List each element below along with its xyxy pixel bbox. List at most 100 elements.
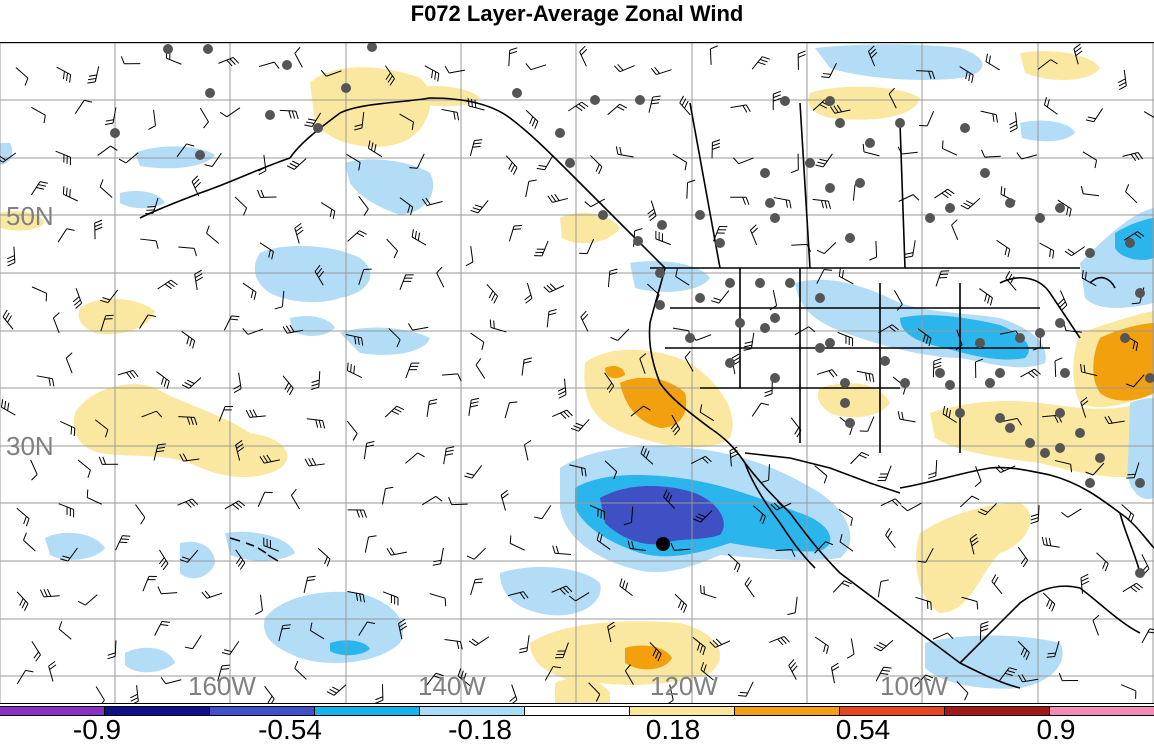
- colorbar-segment: [315, 707, 420, 715]
- wind-barb: [919, 111, 933, 126]
- station-dot: [770, 213, 780, 223]
- station-dot: [925, 213, 935, 223]
- wind-barb: [234, 373, 241, 393]
- station-dot: [1125, 238, 1135, 248]
- station-dot: [945, 380, 955, 390]
- station-dot: [840, 398, 850, 408]
- wind-barb: [304, 576, 316, 593]
- wind-barb: [95, 220, 103, 239]
- wind-barb: [412, 229, 426, 245]
- wind-barb: [608, 269, 617, 287]
- wind-barb: [733, 158, 753, 164]
- wind-barb: [311, 371, 320, 389]
- station-dot: [895, 118, 905, 128]
- map-panel[interactable]: 50N 30N 160W 140W 120W 100W: [0, 42, 1154, 704]
- station-dot: [1055, 443, 1065, 453]
- wind-barb: [773, 91, 781, 110]
- station-dot: [835, 118, 845, 128]
- wind-barb: [568, 102, 588, 111]
- wind-barb: [1122, 152, 1142, 160]
- wind-barb: [877, 466, 891, 481]
- wind-barb: [159, 550, 168, 570]
- wind-barb: [620, 578, 633, 595]
- wind-barb: [445, 640, 463, 650]
- station-dot: [695, 293, 705, 303]
- station-dot: [1005, 423, 1015, 433]
- wind-barb: [710, 46, 717, 65]
- station-dot: [770, 373, 780, 383]
- wind-barb: [961, 198, 980, 209]
- wind-barb: [934, 189, 954, 198]
- wind-barb: [200, 108, 208, 128]
- wind-map[interactable]: [0, 43, 1154, 704]
- wind-barb: [3, 310, 13, 329]
- wind-barb: [817, 370, 837, 377]
- colorbar-label: 0.54: [836, 714, 891, 746]
- wind-barb: [1006, 271, 1016, 290]
- wind-barb: [648, 201, 656, 221]
- station-dot: [1035, 213, 1045, 223]
- wind-barb: [506, 156, 517, 175]
- wind-barb: [524, 440, 531, 460]
- station-dot: [633, 236, 643, 246]
- wind-barb: [791, 244, 810, 251]
- station-dot: [1120, 333, 1130, 343]
- wind-barb: [817, 243, 836, 254]
- wind-barb: [745, 577, 754, 597]
- wind-barb: [63, 186, 77, 201]
- wind-barb: [769, 636, 789, 645]
- station-dot: [715, 238, 725, 248]
- wind-barb: [387, 239, 398, 258]
- wind-barb: [23, 533, 35, 551]
- station-dot: [1075, 428, 1085, 438]
- station-dot: [945, 203, 955, 213]
- wind-barb: [348, 231, 367, 242]
- selected-location-marker[interactable]: [656, 537, 670, 551]
- wind-barb: [798, 51, 805, 70]
- station-dot: [765, 198, 775, 208]
- wind-barb: [501, 490, 508, 510]
- wind-barb: [680, 96, 691, 115]
- wind-barb: [422, 496, 442, 504]
- wind-barb: [656, 231, 671, 245]
- station-dot: [655, 268, 665, 278]
- wind-barb: [1043, 593, 1055, 611]
- wind-barb: [526, 180, 537, 197]
- wind-barb: [53, 313, 59, 333]
- wind-barb: [1061, 509, 1081, 517]
- wind-barb: [1142, 629, 1154, 643]
- wind-barb: [1123, 583, 1143, 592]
- wind-barb: [59, 504, 74, 518]
- wind-barb: [731, 105, 751, 112]
- wind-barb: [1018, 547, 1027, 567]
- wind-barb: [158, 280, 178, 289]
- colorbar: [0, 706, 1154, 716]
- wind-barb: [649, 96, 661, 113]
- wind-barb: [952, 220, 958, 240]
- negative-anomaly-region: [125, 648, 175, 672]
- wind-barb: [265, 686, 275, 704]
- wind-barb: [40, 589, 59, 597]
- station-dot: [1085, 248, 1095, 258]
- wind-barb: [427, 399, 437, 417]
- station-dot: [845, 233, 855, 243]
- wind-barb: [1121, 685, 1136, 699]
- wind-barb: [291, 489, 299, 509]
- wind-barb: [31, 107, 45, 123]
- wind-barb: [526, 63, 546, 69]
- wind-barb: [510, 535, 524, 550]
- wind-barb: [886, 528, 896, 547]
- wind-barb: [143, 576, 157, 591]
- wind-barb: [1083, 152, 1097, 168]
- wind-barb: [673, 154, 687, 170]
- station-dot: [565, 158, 575, 168]
- station-dot: [995, 413, 1005, 423]
- positive-anomaly-region: [79, 299, 155, 334]
- wind-barb: [406, 363, 420, 378]
- station-dot: [815, 343, 825, 353]
- wind-barb: [31, 182, 48, 195]
- wind-barb: [37, 376, 54, 387]
- station-dot: [657, 220, 667, 230]
- wind-barb: [32, 641, 41, 661]
- wind-barb: [881, 499, 901, 506]
